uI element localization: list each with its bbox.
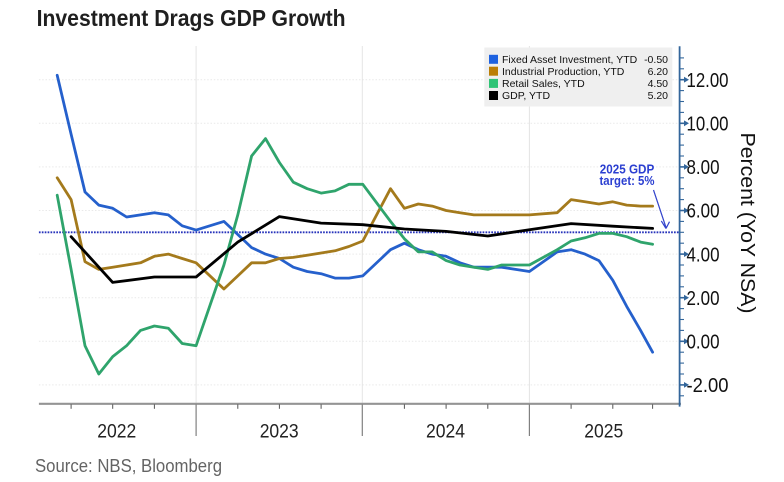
svg-text:Fixed Asset Investment, YTD: Fixed Asset Investment, YTD xyxy=(502,54,638,66)
svg-text:Industrial Production, YTD: Industrial Production, YTD xyxy=(502,66,625,78)
svg-text:Source: NBS, Bloomberg: Source: NBS, Bloomberg xyxy=(35,456,222,476)
svg-text:2025: 2025 xyxy=(584,421,623,443)
svg-text:0.00: 0.00 xyxy=(687,332,720,354)
svg-text:2022: 2022 xyxy=(97,421,136,443)
svg-text:8.00: 8.00 xyxy=(687,157,720,179)
svg-text:2023: 2023 xyxy=(260,421,299,443)
svg-text:-2.00: -2.00 xyxy=(687,375,729,397)
svg-text:10.00: 10.00 xyxy=(687,114,729,136)
svg-text:2.00: 2.00 xyxy=(687,288,720,310)
svg-text:Percent (YoY NSA): Percent (YoY NSA) xyxy=(736,133,758,314)
svg-text:2024: 2024 xyxy=(426,421,465,443)
svg-text:2025 GDP: 2025 GDP xyxy=(600,163,655,177)
svg-text:4.50: 4.50 xyxy=(648,78,669,90)
svg-text:Investment Drags GDP Growth: Investment Drags GDP Growth xyxy=(37,5,346,31)
svg-text:6.00: 6.00 xyxy=(687,201,720,223)
svg-text:4.00: 4.00 xyxy=(687,244,720,266)
svg-text:12.00: 12.00 xyxy=(687,70,729,92)
svg-text:6.20: 6.20 xyxy=(648,66,669,78)
svg-text:target: 5%: target: 5% xyxy=(600,174,655,188)
svg-text:Retail Sales, YTD: Retail Sales, YTD xyxy=(502,78,585,90)
svg-text:-0.50: -0.50 xyxy=(644,54,668,66)
svg-text:5.20: 5.20 xyxy=(648,90,669,102)
svg-text:GDP, YTD: GDP, YTD xyxy=(502,90,550,102)
